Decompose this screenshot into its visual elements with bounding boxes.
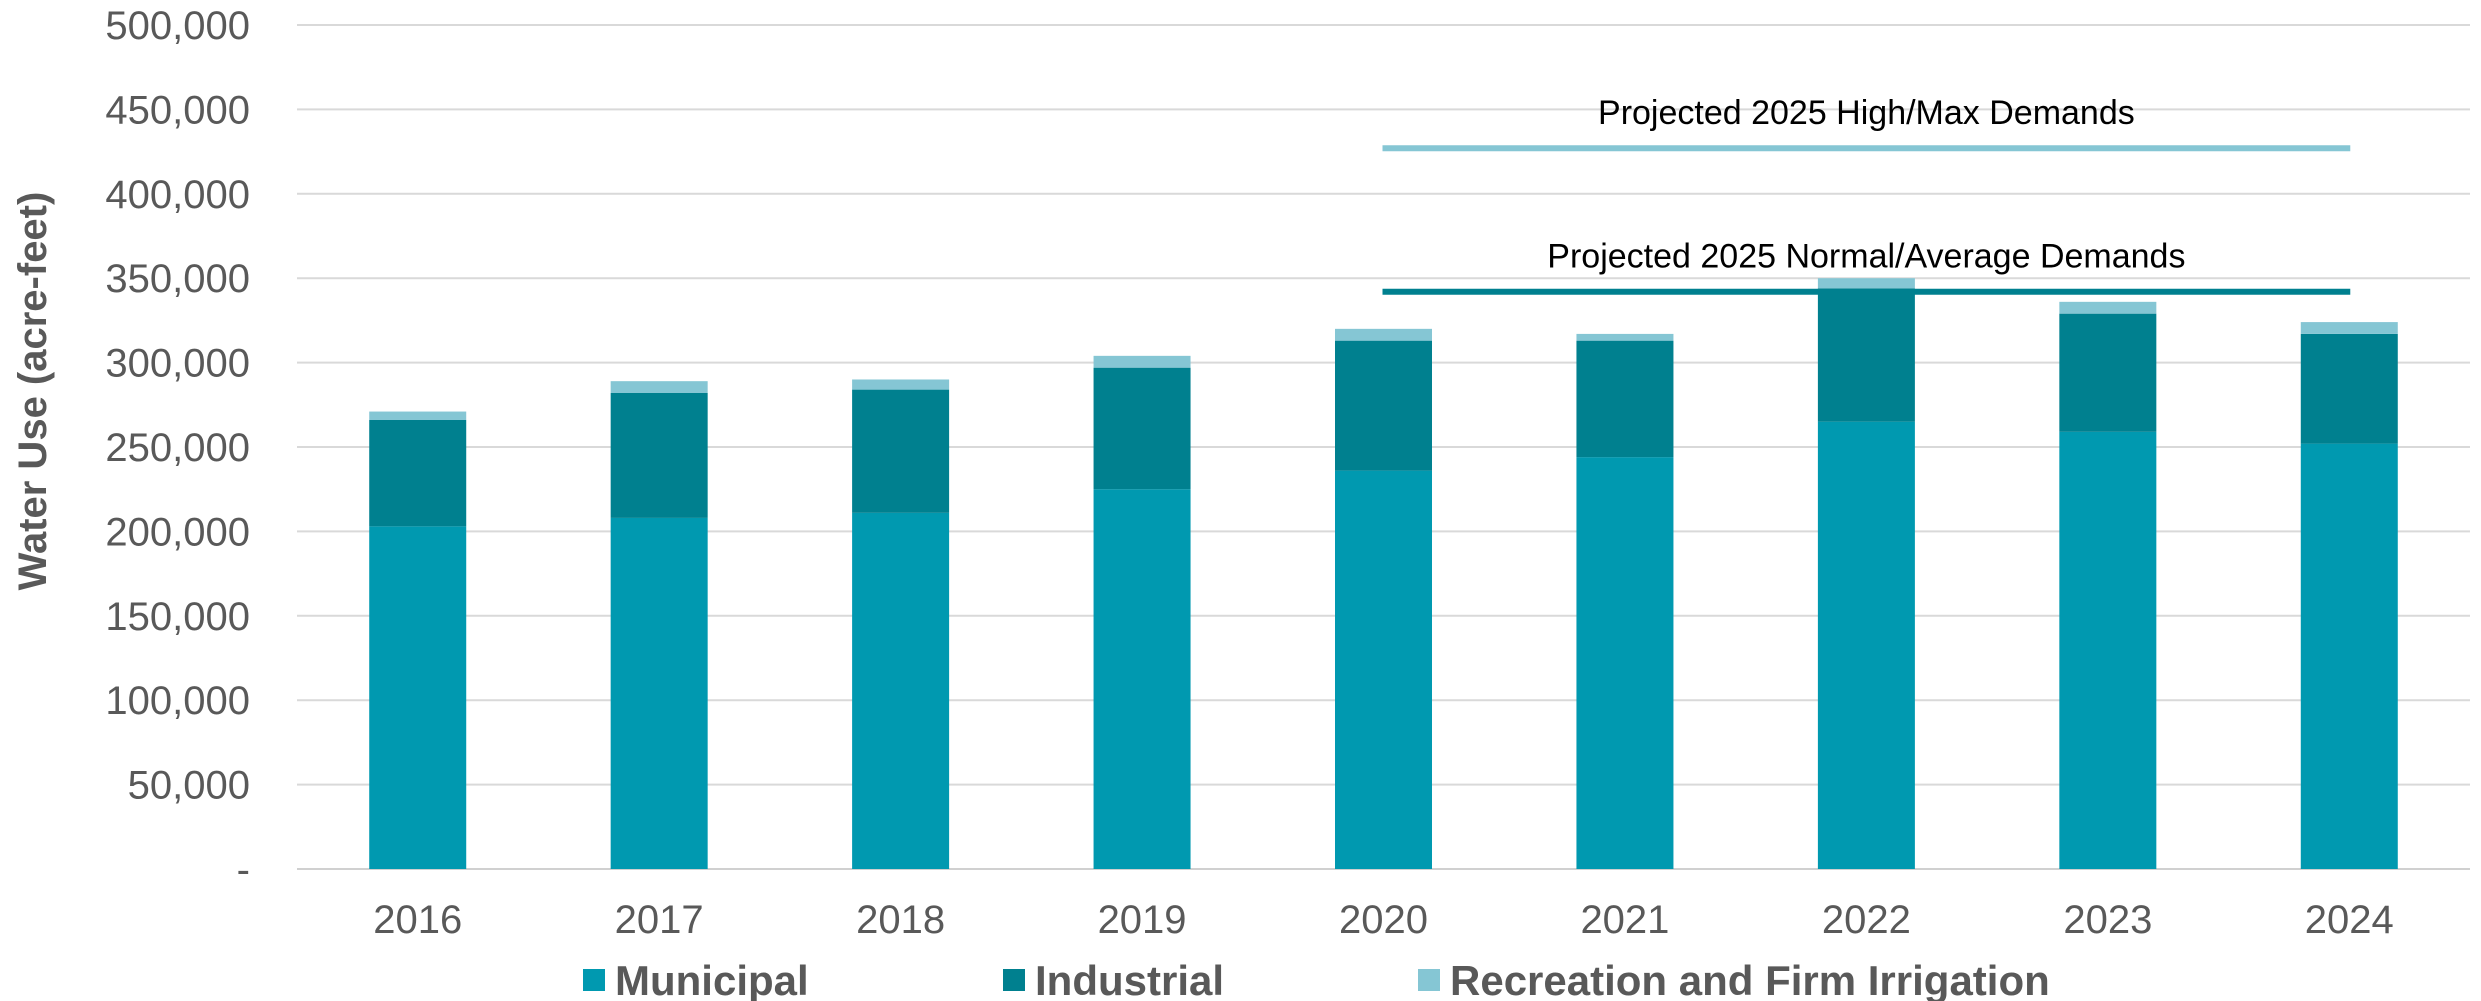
bar-segment <box>369 419 467 527</box>
y-tick-label: 150,000 <box>105 595 250 639</box>
bar-segment <box>2059 313 2157 432</box>
x-tick-label: 2017 <box>615 898 704 942</box>
bar-segment <box>610 381 708 393</box>
legend-item[interactable]: Industrial <box>1003 957 1224 1001</box>
legend-label: Municipal <box>615 957 809 1001</box>
bar-segment <box>1335 470 1432 869</box>
x-tick-label: 2018 <box>856 898 945 942</box>
legend-swatch <box>1418 969 1440 991</box>
bar-segment <box>1093 355 1191 368</box>
bar-segment <box>1093 367 1191 490</box>
bar-segment <box>369 411 467 420</box>
legend-item[interactable]: Recreation and Firm Irrigation <box>1418 957 2050 1001</box>
y-tick-labels: - 50,000 100,000 150,000 200,000 250,000 300,0… <box>105 4 250 892</box>
bar-segment <box>610 517 708 869</box>
y-tick-label: 350,000 <box>105 257 250 301</box>
reference-line-label: Projected 2025 Normal/Average Demands <box>1547 238 2185 276</box>
bar-segment <box>2300 443 2398 869</box>
bar-segment <box>1817 288 1915 422</box>
x-tick-label: 2023 <box>2063 898 2152 942</box>
bar-segment <box>852 389 950 513</box>
bar-segment <box>1817 278 1915 289</box>
legend-swatch <box>1003 969 1025 991</box>
legend-item[interactable]: Municipal <box>583 957 809 1001</box>
bar-segment <box>1817 421 1915 869</box>
y-tick-label: 400,000 <box>105 173 250 217</box>
bar-segment <box>2059 301 2157 314</box>
legend-label: Recreation and Firm Irrigation <box>1450 957 2050 1001</box>
bar-segment <box>1093 489 1191 869</box>
legend-label: Industrial <box>1035 957 1224 1001</box>
y-tick-label: 300,000 <box>105 342 250 386</box>
bar-segment <box>2059 431 2157 869</box>
y-axis-title: Water Use (acre-feet) <box>11 192 55 591</box>
y-tick-label: 500,000 <box>105 4 250 48</box>
bar-segment <box>852 512 950 869</box>
y-tick-label: 100,000 <box>105 679 250 723</box>
bar-segment <box>1335 328 1432 341</box>
y-tick-label: 450,000 <box>105 88 250 132</box>
y-tick-label: - <box>237 848 250 892</box>
legend[interactable]: Municipal Industrial Recreation and Firm I… <box>583 957 2050 1001</box>
bar-segment <box>1576 457 1674 869</box>
x-tick-label: 2024 <box>2305 898 2394 942</box>
y-tick-label: 50,000 <box>128 764 250 808</box>
bar-segment <box>2300 322 2398 334</box>
bar-segment <box>852 379 950 390</box>
bar-segment <box>369 526 467 869</box>
reference-lines: Projected 2025 High/Max Demands Projected… <box>1382 94 2351 295</box>
x-tick-label: 2016 <box>373 898 462 942</box>
bar-segment <box>1335 340 1432 471</box>
bar-segment <box>2300 333 2398 444</box>
y-tick-label: 250,000 <box>105 426 250 470</box>
x-tick-label: 2022 <box>1822 898 1911 942</box>
x-tick-label: 2021 <box>1580 898 1669 942</box>
bars <box>369 278 2398 869</box>
y-tick-label: 200,000 <box>105 510 250 554</box>
legend-swatch <box>583 969 605 991</box>
bar-segment <box>1576 333 1674 341</box>
reference-line-label: Projected 2025 High/Max Demands <box>1598 94 2135 132</box>
bar-segment <box>1576 340 1674 458</box>
x-tick-label: 2019 <box>1098 898 1187 942</box>
bar-segment <box>610 392 708 518</box>
x-tick-labels: 2016 2017 2018 2019 2020 2021 2022 2023 2024 <box>373 898 2394 942</box>
x-tick-label: 2020 <box>1339 898 1428 942</box>
